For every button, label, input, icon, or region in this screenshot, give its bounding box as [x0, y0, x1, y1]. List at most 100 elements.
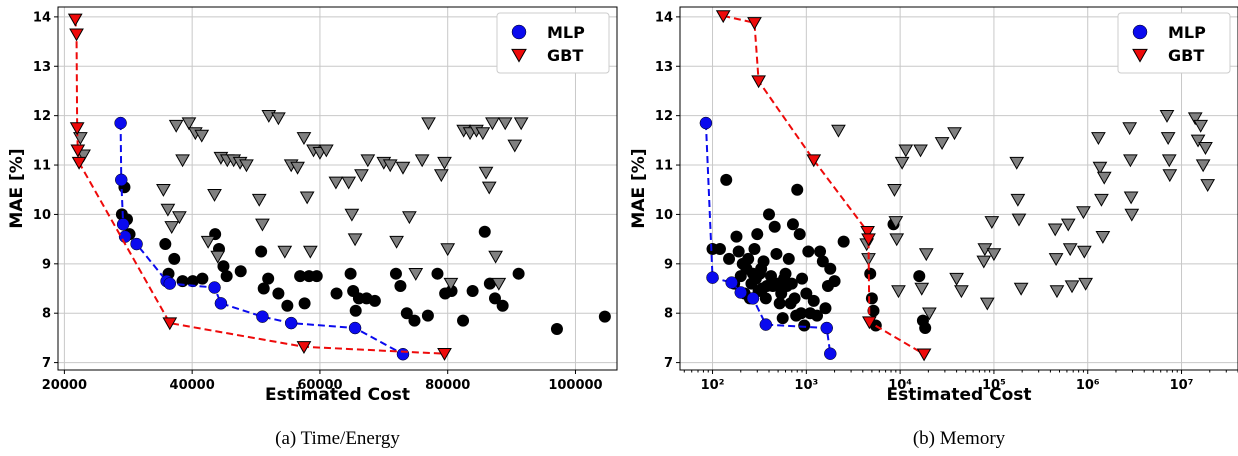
gbt-candidate-point: [887, 184, 902, 197]
gbt-candidate-point: [181, 117, 197, 131]
mlp-candidate-point: [730, 230, 743, 243]
mlp-candidate-point: [349, 304, 362, 317]
gbt-candidate-point: [437, 156, 452, 170]
mlp-candidate-point: [457, 314, 470, 327]
gbt-point: [860, 226, 875, 239]
gbt-candidate-point: [296, 132, 312, 146]
mlp-candidate-point: [828, 275, 841, 288]
caption-b: (b) Memory: [913, 428, 1006, 449]
mlp-candidate-point: [919, 322, 932, 335]
chart-time-energy: 20000 40000 60000 80000 100000 7 8 9 10 11 12 13 14…: [7, 6, 618, 449]
mlp-candidate-point: [281, 299, 294, 312]
gbt-candidate-point: [475, 127, 491, 141]
y-tick-label: 7: [664, 356, 673, 371]
mlp-candidate-point: [913, 270, 926, 283]
mlp-point: [116, 218, 130, 231]
gbt-candidate-point: [200, 235, 216, 249]
y-tick-label: 13: [33, 60, 51, 75]
gbt-candidate-point: [949, 272, 964, 286]
mlp-candidate-point: [782, 252, 795, 265]
gbt-candidate-point: [954, 285, 969, 299]
mlp-candidate-point: [720, 173, 733, 186]
gbt-candidate-point: [1095, 230, 1111, 244]
mlp-candidate-point: [262, 272, 275, 285]
gbt-point: [806, 154, 822, 168]
caption-a: (a) Time/Energy: [275, 428, 400, 449]
x-axis-title: Estimated Cost: [886, 385, 1031, 405]
gbt-candidate-point: [1076, 206, 1091, 220]
gbt-candidate-point: [1010, 193, 1026, 207]
gbt-point: [71, 156, 87, 170]
mlp-point: [118, 230, 132, 243]
mlp-point: [699, 116, 713, 130]
gbt-candidate-point: [299, 191, 315, 205]
gbt-candidate-point: [1200, 179, 1216, 192]
mlp-candidate-point: [811, 309, 824, 322]
mlp-candidate-point: [779, 267, 792, 280]
gbt-point: [67, 13, 83, 27]
y-tick-label: 9: [42, 257, 51, 272]
mlp-point: [163, 277, 177, 290]
gbt-candidate-point: [507, 139, 523, 153]
mlp-candidate-point: [807, 294, 820, 307]
gbt-candidate-point: [1062, 243, 1078, 257]
gbt-candidate-point: [1162, 169, 1178, 183]
mlp-candidate-point: [795, 307, 808, 320]
mlp-candidate-point: [800, 287, 813, 300]
gbt-candidate-point: [898, 144, 914, 158]
mlp-candidate-point: [496, 299, 509, 312]
gbt-point: [70, 144, 86, 158]
gbt-candidate-point: [889, 233, 905, 247]
mlp-candidate-point: [598, 310, 611, 323]
mlp-point: [214, 297, 228, 310]
x-tick-label: 10²: [701, 378, 725, 393]
y-tick-label: 8: [42, 307, 51, 322]
gbt-candidate-point: [389, 235, 404, 249]
gbt-candidate-point: [1195, 159, 1211, 173]
gbt-candidate-point: [290, 161, 305, 175]
gbt-candidate-point: [1159, 109, 1175, 123]
gbt-candidate-point: [1096, 171, 1112, 185]
gbt-candidate-point: [1187, 112, 1203, 126]
mlp-candidate-point: [431, 267, 444, 280]
gbt-candidate-point: [1094, 193, 1109, 207]
gbt-candidate-point: [421, 117, 436, 131]
gbt-candidate-point: [440, 243, 456, 257]
legend-gbt-label: GBT: [547, 46, 583, 65]
gbt-candidate-point: [1190, 134, 1206, 148]
y-tick-label: 10: [33, 208, 51, 223]
gbt-candidate-point: [1011, 213, 1027, 227]
y-tick-label: 9: [664, 257, 673, 272]
mlp-candidate-point: [802, 245, 815, 258]
x-tick-label: 10⁷: [1170, 378, 1194, 393]
gbt-candidate-point: [207, 188, 222, 202]
mlp-candidate-point: [550, 323, 563, 336]
gbt-pareto-line: [74, 19, 445, 355]
y-axis-title: MAE [%]: [7, 148, 27, 228]
mlp-point: [820, 321, 833, 335]
y-tick-label: 14: [655, 10, 673, 25]
mlp-candidate-point: [742, 252, 755, 265]
gbt-point: [162, 317, 178, 331]
mlp-candidate-point: [793, 228, 806, 241]
gbt-point: [437, 348, 452, 361]
gbt-point: [861, 233, 876, 247]
mlp-candidate-point: [768, 220, 781, 233]
mlp-point: [759, 318, 773, 331]
mlp-point: [725, 276, 738, 289]
mlp-candidate-point: [389, 267, 402, 280]
mlp-candidate-point: [723, 252, 736, 265]
mlp-candidate-point: [867, 304, 880, 317]
plot-frame: [679, 6, 1238, 371]
mlp-candidate-point: [759, 292, 772, 305]
y-tick-label: 8: [664, 307, 673, 322]
mlp-candidate-point: [786, 218, 799, 231]
gbt-candidate-point: [194, 129, 210, 143]
mlp-candidate-point: [466, 284, 479, 297]
mlp-candidate-point: [344, 267, 357, 280]
mlp-candidate-point: [488, 292, 501, 305]
gbt-candidate-point: [485, 117, 500, 131]
mlp-candidate-point: [294, 270, 307, 283]
mlp-point: [396, 347, 410, 361]
y-tick-label: 7: [42, 356, 51, 371]
